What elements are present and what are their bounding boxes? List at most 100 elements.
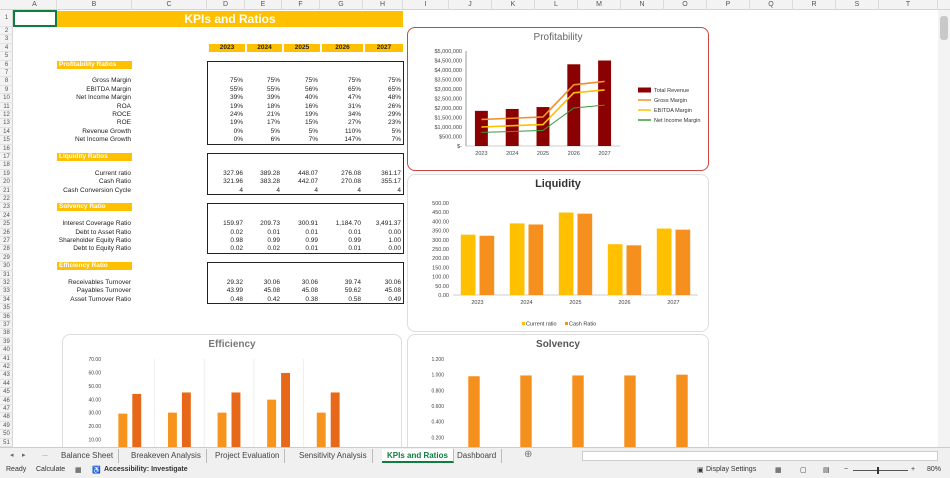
cell-value: 1.00 [388, 237, 401, 244]
row-label: ROA [116, 102, 131, 110]
row-header: 2 [0, 27, 13, 36]
cell-value: 4 [357, 186, 361, 194]
cell-value: 47% [347, 94, 361, 102]
cell-value: 21% [266, 111, 280, 118]
bar-series-1 [281, 372, 291, 453]
y-tick-label: 50.00 [88, 384, 101, 390]
efficiency-chart[interactable]: Efficiency0.0010.0020.0030.0040.0050.006… [62, 334, 402, 454]
display-settings-icon[interactable]: ▣ [697, 467, 704, 474]
column-header: P [707, 0, 750, 10]
cell-value: 45.08 [384, 287, 401, 295]
y-tick-label: 500.00 [432, 201, 449, 207]
scroll-thumb[interactable] [940, 16, 948, 40]
row-header: 7 [0, 69, 13, 78]
bar-total-revenue [505, 108, 519, 146]
bar-cash-ratio [577, 213, 593, 295]
calculate-button[interactable]: Calculate [36, 466, 66, 473]
cell-value: 27% [347, 119, 361, 127]
cell-value: 0.01 [348, 228, 361, 236]
legend-label: Gross Margin [654, 98, 687, 104]
cell-value: 59.62 [344, 287, 361, 295]
cell-value: 209.73 [260, 220, 280, 228]
cell-value: 7% [391, 136, 401, 144]
sheet-tab[interactable]: Breakeven Analysis [126, 449, 207, 463]
vertical-scrollbar[interactable] [938, 10, 950, 447]
cell-value: 75% [304, 77, 318, 85]
next-sheet-icon[interactable]: ▸ [22, 452, 26, 459]
sheet-tab[interactable]: Sensitivity Analysis [294, 449, 373, 463]
section-box [207, 60, 404, 145]
cell-value: 5% [391, 127, 401, 135]
cell-value: 110% [344, 127, 361, 135]
row-header: 4 [0, 44, 13, 53]
cell-value: 0.01 [305, 245, 318, 253]
sheet-tab[interactable]: Balance Sheet [56, 449, 120, 463]
normal-view-icon[interactable]: ▦ [775, 467, 782, 474]
cell-value: 30.06 [384, 279, 401, 286]
add-sheet-icon[interactable]: ⊕ [524, 449, 533, 460]
liquidity-chart[interactable]: Liquidity 0.00 50.00 100.00 150.00 200.00 250.… [407, 174, 709, 332]
row-header: 46 [0, 397, 13, 405]
bar-total-revenue [598, 60, 612, 146]
more-sheets-button[interactable]: ... [42, 451, 48, 458]
x-tick-label: 2026 [618, 300, 630, 306]
row-header: 36 [0, 313, 13, 321]
display-settings-button[interactable]: Display Settings [706, 466, 757, 473]
bar-current-ratio [558, 212, 574, 295]
accessibility-status[interactable]: Accessibility: Investigate [104, 466, 188, 473]
row-header: 28 [0, 245, 13, 254]
row-header: 9 [0, 86, 13, 95]
cell-value: 300.91 [298, 220, 318, 228]
row-header: 10 [0, 94, 13, 103]
zoom-out-button[interactable]: − [844, 466, 849, 473]
cell-value: 321.96 [223, 178, 243, 186]
cell-value: 0.00 [388, 228, 401, 236]
x-tick-label: 2025 [569, 300, 581, 306]
cell-value: 5% [270, 127, 280, 135]
cell-value: 31% [347, 102, 361, 110]
sheet-tab[interactable]: Project Evaluation [210, 449, 286, 463]
y-tick-label: 400.00 [432, 219, 449, 225]
zoom-level[interactable]: 80% [927, 466, 942, 473]
solvency-chart[interactable]: Solvency0.0000.2000.4000.6000.8001.0001.… [407, 334, 709, 454]
bar-cash-ratio [675, 229, 691, 295]
profitability-chart[interactable]: Profitability $- $500,000 $1,000,000 $1,500,… [407, 27, 709, 171]
cell-value: 75% [229, 77, 243, 85]
sheet-tab[interactable]: KPIs and Ratios [382, 449, 454, 463]
row-header: 24 [0, 212, 13, 221]
cell-value: 43.99 [226, 287, 243, 295]
page-break-icon[interactable]: ▤ [823, 467, 830, 474]
row-label: Revenue Growth [82, 127, 131, 135]
cell-value: 270.08 [341, 178, 361, 186]
row-label: Shareholder Equity Ratio [58, 237, 131, 244]
prev-sheet-icon[interactable]: ◂ [10, 452, 14, 459]
cell-value: 55% [229, 85, 243, 93]
row-header: 29 [0, 254, 13, 263]
row-header: 19 [0, 170, 13, 179]
workbook-stats-icon[interactable]: ▦ [75, 467, 82, 474]
horizontal-scrollbar[interactable] [582, 451, 938, 461]
row-header: 51 [0, 439, 13, 447]
page-layout-icon[interactable]: ▢ [800, 467, 807, 474]
cell-value: 39% [266, 94, 280, 102]
cell-value: 0.99 [305, 237, 318, 244]
cell-value: 383.28 [260, 178, 280, 186]
cell-value: 75% [266, 77, 280, 85]
y-tick-label: 10.00 [88, 438, 101, 444]
x-tick-label: 2024 [506, 151, 518, 157]
cell-value: 4 [239, 186, 243, 194]
zoom-in-button[interactable]: + [911, 466, 916, 473]
cell-value: 45.08 [263, 287, 280, 295]
x-tick-label: 2024 [520, 300, 532, 306]
row-header: 26 [0, 229, 13, 237]
zoom-slider[interactable] [853, 467, 908, 474]
y-tick-label: $5,000,000 [434, 49, 462, 55]
y-tick-label: $4,500,000 [434, 59, 462, 65]
sheet-tab[interactable]: Dashboard [452, 449, 503, 463]
cell-value: 7% [308, 136, 318, 144]
y-tick-label: 0.600 [431, 404, 444, 410]
selected-cell-a1[interactable] [13, 10, 57, 27]
x-tick-label: 2027 [598, 151, 610, 157]
row-header: 41 [0, 355, 13, 363]
row-label: Cash Conversion Cycle [63, 186, 131, 194]
